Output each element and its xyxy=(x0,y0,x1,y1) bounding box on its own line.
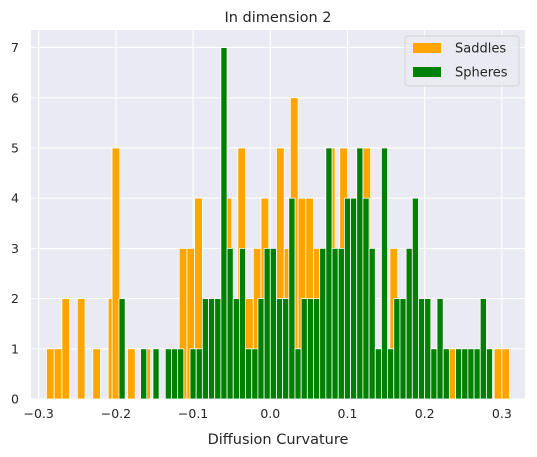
bar-spheres xyxy=(214,298,222,400)
bar-spheres xyxy=(430,348,438,400)
bar-spheres xyxy=(343,197,351,400)
bar-spheres xyxy=(313,298,321,400)
bar-spheres xyxy=(282,298,290,400)
bar-saddles xyxy=(501,348,510,400)
bar-spheres xyxy=(245,348,253,400)
y-tick-label: 6 xyxy=(11,90,19,105)
x-tick-label: −0.3 xyxy=(24,406,54,421)
y-tick-label: 2 xyxy=(11,291,19,306)
x-tick-label: −0.2 xyxy=(101,406,131,421)
bar-saddles xyxy=(76,298,86,400)
bar-spheres xyxy=(368,247,376,400)
bar-spheres xyxy=(461,348,469,400)
bar-spheres xyxy=(220,47,228,400)
histogram-bars xyxy=(46,47,510,400)
bar-spheres xyxy=(306,298,314,400)
bar-spheres xyxy=(387,348,395,400)
bar-spheres xyxy=(350,197,358,400)
bar-spheres xyxy=(411,197,419,400)
bar-spheres xyxy=(455,348,463,400)
bar-saddles xyxy=(53,348,63,400)
bar-spheres xyxy=(177,348,185,400)
bar-spheres xyxy=(251,348,259,400)
x-tick-label: 0.2 xyxy=(415,406,435,421)
bar-spheres xyxy=(118,298,126,400)
bar-spheres xyxy=(319,247,327,400)
bar-spheres xyxy=(257,298,265,400)
bar-spheres xyxy=(195,348,203,400)
bar-spheres xyxy=(337,247,345,400)
legend-swatch-saddles xyxy=(413,43,441,53)
bar-spheres xyxy=(288,197,296,400)
bar-spheres xyxy=(393,298,401,400)
y-tick-label: 5 xyxy=(11,140,19,155)
bar-spheres xyxy=(405,247,413,400)
bar-spheres xyxy=(189,348,197,400)
bar-saddles xyxy=(46,348,55,400)
y-tick-label: 0 xyxy=(11,392,19,407)
bar-spheres xyxy=(331,247,339,400)
legend: Saddles Spheres xyxy=(404,35,520,87)
bar-spheres xyxy=(269,247,277,400)
bar-spheres xyxy=(208,298,216,400)
legend-label-spheres: Spheres xyxy=(455,66,508,81)
legend-label-saddles: Saddles xyxy=(455,42,506,57)
bar-spheres xyxy=(276,298,284,400)
bar-saddles xyxy=(61,298,70,400)
bar-spheres xyxy=(381,147,389,400)
y-tick-label: 3 xyxy=(11,241,19,256)
x-tick-label: 0.3 xyxy=(492,406,512,421)
bar-spheres xyxy=(486,348,493,400)
bar-spheres xyxy=(201,298,209,400)
bar-spheres xyxy=(300,298,308,400)
bar-spheres xyxy=(356,147,364,400)
chart-title: In dimension 2 xyxy=(224,10,331,26)
bar-saddles xyxy=(127,348,136,400)
bar-spheres xyxy=(239,247,246,400)
bar-spheres xyxy=(232,298,240,400)
bar-spheres xyxy=(226,247,234,400)
x-tick-label: 0.0 xyxy=(260,406,280,421)
bar-spheres xyxy=(325,147,333,400)
bar-spheres xyxy=(424,298,432,400)
x-tick-label: 0.1 xyxy=(338,406,358,421)
bar-spheres xyxy=(442,348,450,400)
bar-spheres xyxy=(399,298,407,400)
bar-spheres xyxy=(164,348,172,400)
bar-spheres xyxy=(263,247,271,400)
bar-spheres xyxy=(418,298,426,400)
y-tick-label: 1 xyxy=(11,341,19,356)
bar-spheres xyxy=(436,298,444,400)
y-tick-label: 4 xyxy=(11,191,19,206)
y-tick-label: 7 xyxy=(11,40,19,55)
bar-spheres xyxy=(467,348,475,400)
bar-spheres xyxy=(479,298,487,400)
legend-swatch-spheres xyxy=(413,67,441,77)
bar-spheres xyxy=(140,348,148,400)
bar-spheres xyxy=(374,348,382,400)
bar-spheres xyxy=(473,348,481,400)
bar-saddles xyxy=(111,147,121,400)
x-tick-labels: −0.3 −0.2 −0.1 0.0 0.1 0.2 0.3 xyxy=(24,406,512,421)
bar-spheres xyxy=(171,348,179,400)
bar-spheres xyxy=(294,348,302,400)
bar-spheres xyxy=(152,348,160,400)
bar-saddles xyxy=(493,348,503,400)
x-axis-title: Diffusion Curvature xyxy=(208,432,349,448)
x-tick-label: −0.1 xyxy=(178,406,208,421)
bar-saddles xyxy=(92,348,101,400)
bar-spheres xyxy=(362,197,370,400)
y-tick-labels: 0 1 2 3 4 5 6 7 xyxy=(11,40,19,406)
